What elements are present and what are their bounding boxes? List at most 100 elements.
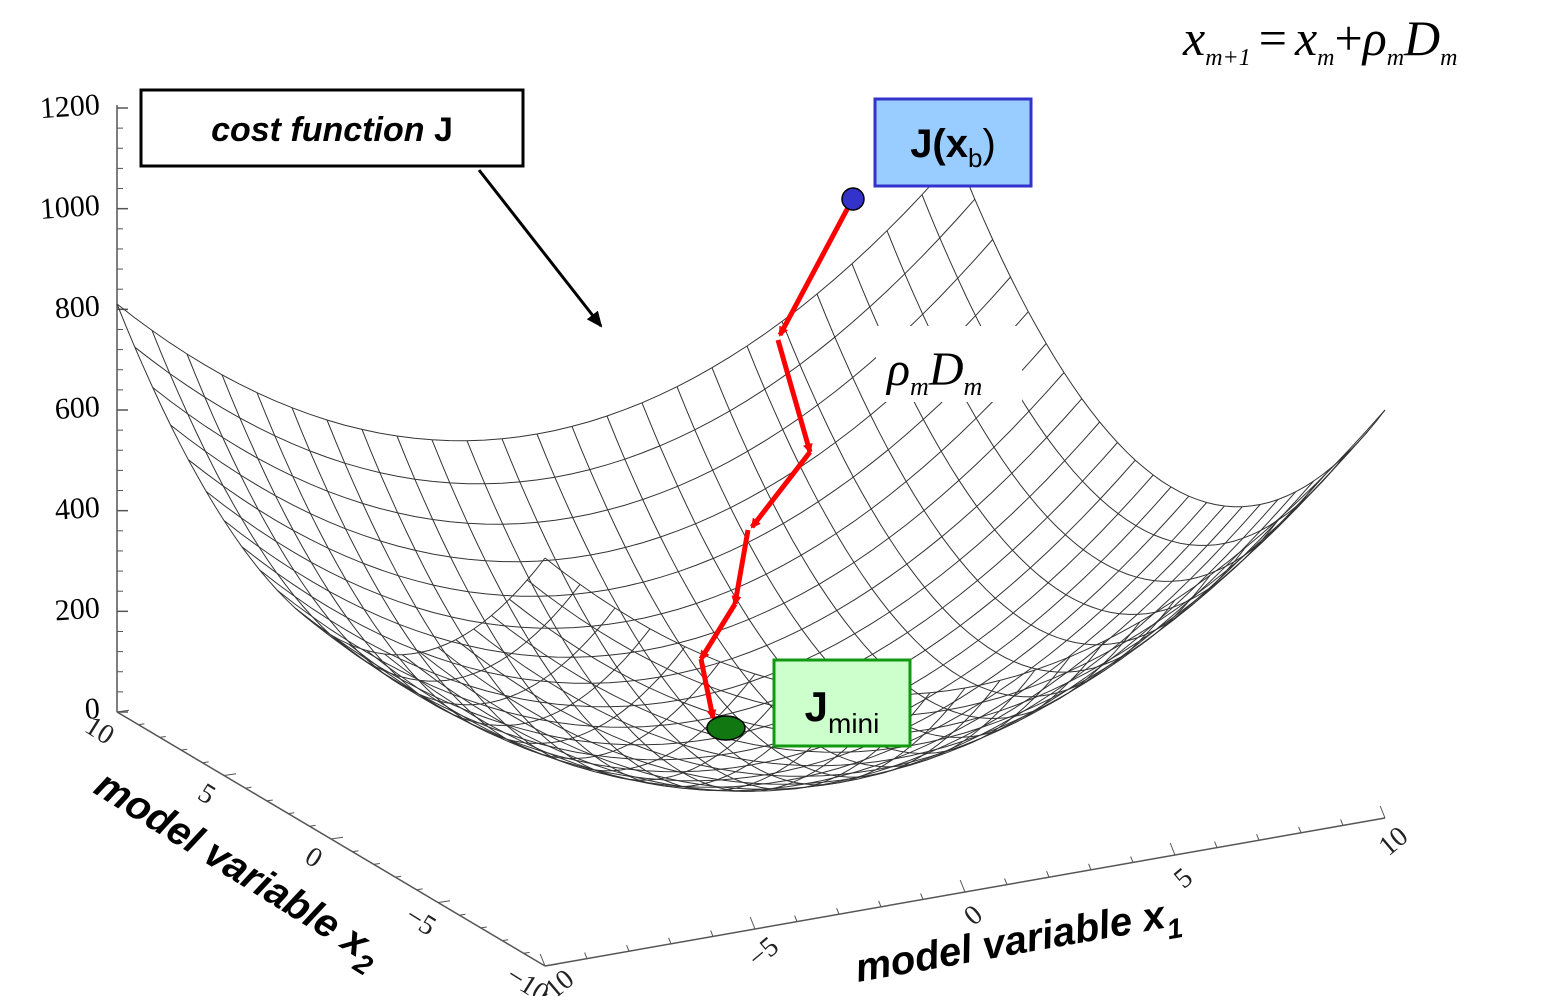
x1-axis-tick bbox=[584, 952, 588, 959]
x2-axis-tick bbox=[309, 824, 316, 827]
surface-mesh-line bbox=[187, 311, 1029, 597]
z-axis-tick-label: 1000 bbox=[39, 189, 101, 226]
x1-axis-tick bbox=[1379, 805, 1386, 819]
z-axis-tick-label: 0 bbox=[84, 692, 101, 726]
x2-axis-tick bbox=[480, 926, 487, 929]
start-point-marker bbox=[841, 187, 865, 211]
x1-axis-tick bbox=[710, 930, 714, 937]
x1-axis-tick bbox=[794, 915, 798, 922]
surface-mesh-line bbox=[116, 303, 546, 656]
surface-mesh-line bbox=[526, 431, 1368, 718]
surface-mesh-line bbox=[851, 263, 1281, 615]
surface-mesh-line bbox=[330, 486, 1172, 773]
cost-function-label: cost function J bbox=[211, 111, 453, 149]
descent-step-6 bbox=[698, 658, 717, 720]
x2-axis-tick bbox=[138, 723, 145, 726]
z-axis-tick-label: 800 bbox=[54, 289, 101, 325]
z-axis-tick-label: 1200 bbox=[39, 88, 101, 125]
x1-axis-tick bbox=[1046, 871, 1050, 878]
x2-axis-tick bbox=[245, 786, 252, 789]
x1-axis-tick bbox=[626, 945, 630, 952]
x2-axis-tick bbox=[330, 836, 344, 840]
descent-step-4 bbox=[731, 529, 751, 606]
x1-axis-tick bbox=[749, 916, 756, 930]
surface-mesh-line bbox=[241, 398, 1083, 684]
x2-axis-tick bbox=[373, 863, 380, 865]
surface-mesh-line bbox=[152, 239, 994, 525]
x2-axis-tick-label: 5 bbox=[192, 777, 220, 811]
x1-axis-tick bbox=[878, 900, 882, 907]
surface-mesh-line bbox=[134, 198, 976, 485]
x2-axis-title: model variable x2 bbox=[82, 762, 390, 982]
x1-axis-tick bbox=[1256, 834, 1260, 841]
cost-function-pointer-arrow bbox=[477, 169, 603, 328]
x2-axis-tick bbox=[159, 736, 166, 738]
x2-axis-tick-label: 0 bbox=[299, 841, 327, 875]
cost-function-surface bbox=[116, 155, 1386, 792]
step-label-background bbox=[876, 326, 1022, 402]
descent-step-5 bbox=[698, 602, 738, 661]
surface-mesh-line bbox=[170, 276, 1011, 563]
update-equation: xm+1 = xm+ρmDm bbox=[1182, 10, 1457, 71]
x1-axis-tick bbox=[959, 879, 966, 893]
x2-axis-tick bbox=[266, 799, 273, 802]
surface-mesh-line bbox=[186, 353, 616, 706]
cost-function-label-box bbox=[139, 88, 525, 168]
z-axis-ticks: 0 200 400 600 800 1000 1200 bbox=[39, 88, 128, 726]
x1-axis-tick bbox=[1130, 856, 1134, 863]
x2-axis-tick bbox=[395, 875, 402, 878]
x1-axis-tick-label: −5 bbox=[742, 931, 785, 974]
z-axis-tick-label: 600 bbox=[54, 390, 101, 426]
x1-axis-tick bbox=[668, 937, 672, 944]
x2-axis-tick bbox=[288, 812, 295, 815]
x2-axis-tick bbox=[116, 709, 130, 713]
x1-axis-tick bbox=[920, 893, 924, 900]
x2-axis-tick bbox=[223, 773, 237, 776]
x2-axis-tick bbox=[437, 900, 451, 903]
z-axis-tick-label: 400 bbox=[54, 491, 101, 527]
x2-axis-tick bbox=[416, 888, 423, 891]
descent-step-1 bbox=[777, 198, 855, 337]
x1-axis-tick bbox=[1298, 826, 1302, 833]
x1-axis-tick bbox=[836, 908, 840, 915]
x2-axis-tick bbox=[352, 850, 359, 853]
descent-step-2 bbox=[775, 339, 813, 454]
surface-mesh-line bbox=[396, 435, 826, 788]
surface-mesh-line bbox=[326, 419, 756, 772]
x1-axis-tick bbox=[1340, 819, 1344, 826]
x1-axis-tick bbox=[1004, 878, 1008, 885]
x2-axis-tick bbox=[523, 951, 530, 954]
surface-mesh-line bbox=[151, 330, 581, 682]
minimum-cost-label: Jmini bbox=[805, 683, 880, 739]
x2-axis-tick-label: −5 bbox=[400, 900, 442, 942]
x1-axis-tick bbox=[1169, 842, 1176, 856]
surface-mesh-line bbox=[221, 374, 651, 726]
x1-axis-tick-label: 10 bbox=[1373, 821, 1414, 863]
x2-axis-tick bbox=[544, 963, 558, 967]
surface-mesh-line bbox=[223, 372, 1065, 658]
start-cost-label-box bbox=[873, 97, 1033, 188]
minimum-point-marker bbox=[706, 715, 746, 741]
x2-axis-tick bbox=[181, 748, 188, 751]
x2-axis-tick bbox=[202, 761, 209, 764]
surface-mesh-line bbox=[291, 407, 721, 759]
x2-axis-tick bbox=[459, 913, 466, 916]
surface-mesh-line bbox=[544, 409, 1386, 696]
z-axis-tick-label: 200 bbox=[54, 591, 101, 627]
step-label: ρmDm bbox=[885, 343, 982, 401]
x2-axis-tick bbox=[502, 939, 509, 942]
surface-mesh-line bbox=[294, 459, 1136, 746]
surface-mesh-line bbox=[956, 155, 1386, 508]
x1-axis-tick bbox=[1214, 841, 1218, 848]
descent-step-3 bbox=[750, 450, 812, 529]
minimum-cost-label-box bbox=[772, 658, 912, 748]
x1-axis-tick bbox=[539, 953, 546, 967]
start-cost-label: J(xb) bbox=[910, 122, 996, 173]
x1-axis-title: model variable x1 bbox=[852, 890, 1185, 996]
surface-mesh-line bbox=[116, 155, 958, 442]
descent-path bbox=[698, 198, 855, 720]
x1-axis-tick-label: 5 bbox=[1168, 862, 1199, 895]
x1-axis-tick bbox=[1088, 863, 1092, 870]
